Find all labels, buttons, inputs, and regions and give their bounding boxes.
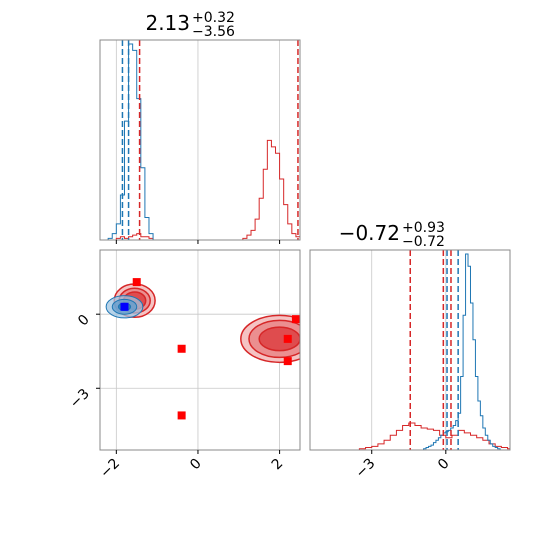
marker-red <box>132 278 141 287</box>
x-tick-label: 0 <box>435 456 453 474</box>
x-tick-label: 2 <box>269 456 287 474</box>
joint-panel: −2 0 2 0 −3 <box>67 249 301 482</box>
marker-red <box>283 334 292 343</box>
top-title-value: 2.13 <box>145 11 190 35</box>
contour-red <box>258 326 300 352</box>
histogram-red <box>310 422 510 450</box>
right-title-lower: −0.72 <box>402 234 445 250</box>
marker-red <box>291 315 300 324</box>
right-title-value: −0.72 <box>339 221 400 245</box>
y-tick-label: −3 <box>67 386 93 412</box>
y-tick-label: 0 <box>75 312 93 330</box>
right-title-upper: +0.93 <box>402 220 445 236</box>
marker-red <box>177 344 186 353</box>
histogram-blue <box>310 253 510 450</box>
right-marginal-panel: −3 0 <box>309 249 511 482</box>
top-title-lower: −3.56 <box>192 24 235 40</box>
marker-red <box>283 357 292 366</box>
marker-blue <box>120 302 129 311</box>
panel-titles: 2.13 +0.32−3.56 −0.72 +0.93−0.72 <box>145 10 444 250</box>
histogram-red <box>100 139 300 240</box>
joint-panel-frame <box>99 249 301 451</box>
top-title-upper: +0.32 <box>192 10 235 26</box>
marker-red <box>177 411 186 420</box>
top-marginal-panel <box>99 39 301 244</box>
x-tick-label: 0 <box>187 456 205 474</box>
histogram-blue <box>100 43 300 240</box>
x-tick-label: −3 <box>353 456 379 482</box>
top-panel-frame <box>99 39 301 241</box>
x-tick-label: −2 <box>97 456 123 482</box>
right-panel-frame <box>309 249 511 451</box>
